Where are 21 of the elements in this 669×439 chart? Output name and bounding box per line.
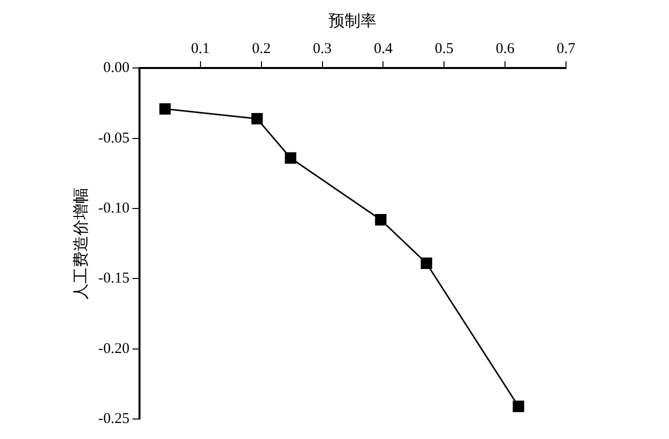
point (375, 214, 386, 226)
x-tick-label: 0.3 (312, 41, 332, 58)
x-tick-label: 0.4 (374, 41, 394, 58)
y-tick-label: -0.20 (98, 340, 130, 357)
y-axis-title: 人工费造价增幅 (72, 188, 90, 300)
y-tick-label: 0.00 (103, 60, 130, 76)
y-tick-label: -0.05 (98, 130, 130, 146)
y-tick-label: -0.15 (98, 270, 130, 287)
point (512, 400, 524, 412)
point (159, 103, 171, 115)
point (284, 152, 296, 164)
x-axis-title: 预制率 (328, 12, 377, 30)
x-tick-label: 0.6 (496, 41, 515, 58)
point (420, 258, 432, 269)
point (251, 113, 263, 124)
x-tick-label: 0.2 (252, 41, 271, 58)
x-tick-label: 0.7 (556, 41, 576, 58)
y-tick-label: -0.10 (98, 200, 130, 216)
x-tick-label: 0.5 (434, 41, 454, 58)
y-tick-label: -0.25 (98, 410, 130, 427)
x-tick-label: 0.1 (191, 41, 210, 58)
